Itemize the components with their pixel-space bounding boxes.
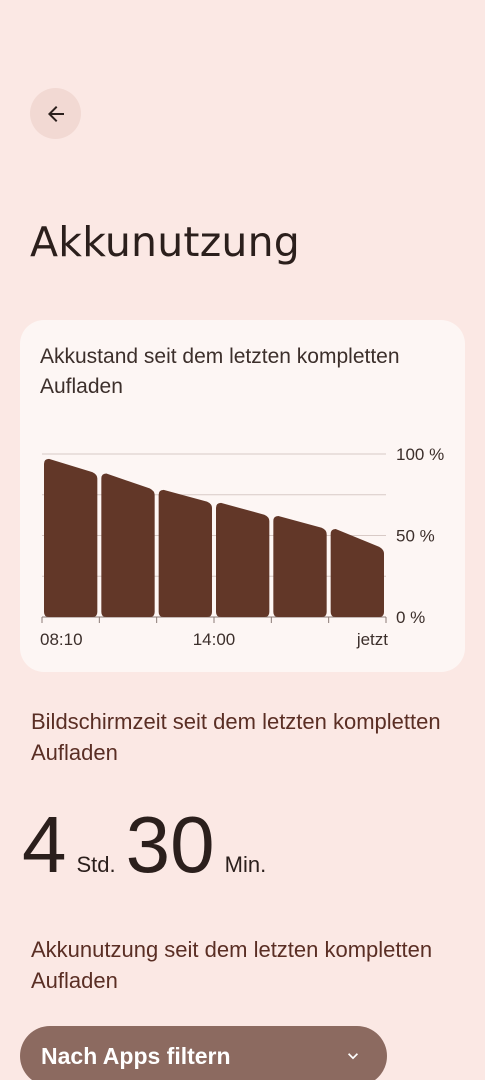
chart-bar: [216, 502, 270, 617]
chart-bar: [101, 473, 155, 617]
chart-bar: [273, 515, 327, 617]
battery-level-chart: 100 % 50 % 0 % 08:10 14:00 jetzt: [40, 445, 444, 649]
chart-x-tick-label: jetzt: [356, 630, 388, 649]
screen-time-title: Bildschirmzeit seit dem letzten komplett…: [31, 709, 441, 765]
filter-by-apps-label: Nach Apps filtern: [41, 1042, 231, 1069]
chart-y-tick-label: 100 %: [396, 445, 444, 464]
screen-time-value: 4 Std. 30 Min.: [22, 800, 276, 890]
screen-time-minutes-unit: Min.: [224, 852, 267, 877]
battery-level-card: Akkustand seit dem letzten kompletten Au…: [20, 320, 465, 672]
chart-bar: [330, 528, 384, 617]
page-title: Akkunutzung: [30, 218, 301, 266]
filter-by-apps-dropdown[interactable]: Nach Apps filtern: [20, 1026, 387, 1080]
chart-bar: [158, 489, 212, 617]
chart-y-tick-label: 50 %: [396, 527, 435, 546]
battery-usage-title: Akkunutzung seit dem letzten kompletten …: [31, 937, 433, 993]
chart-y-tick-label: 0 %: [396, 608, 425, 627]
chevron-down-icon: [348, 1053, 358, 1060]
arrow-back-icon: [47, 105, 64, 122]
chart-x-tick-label: 08:10: [40, 630, 83, 649]
chart-x-tick-label: 14:00: [193, 630, 236, 649]
battery-card-title: Akkustand seit dem letzten kompletten Au…: [40, 345, 400, 398]
screen-time-hours-unit: Std.: [76, 852, 116, 877]
screen-time-hours: 4: [22, 800, 67, 889]
back-button[interactable]: [30, 88, 81, 139]
screen-time-minutes: 30: [125, 800, 215, 889]
chart-bar: [44, 458, 98, 617]
